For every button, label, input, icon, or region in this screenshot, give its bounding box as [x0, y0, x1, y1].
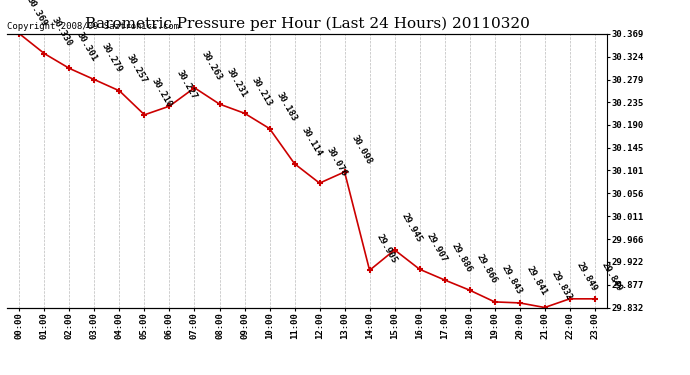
- Text: 29.841: 29.841: [525, 265, 549, 297]
- Text: 30.231: 30.231: [225, 66, 249, 99]
- Text: 29.886: 29.886: [450, 242, 474, 274]
- Text: 30.114: 30.114: [300, 126, 324, 158]
- Text: 30.076: 30.076: [325, 145, 349, 177]
- Text: 30.213: 30.213: [250, 75, 274, 108]
- Text: 29.945: 29.945: [400, 212, 424, 244]
- Title: Barometric Pressure per Hour (Last 24 Hours) 20110320: Barometric Pressure per Hour (Last 24 Ho…: [85, 17, 529, 31]
- Text: 30.330: 30.330: [50, 16, 74, 48]
- Text: 30.279: 30.279: [100, 42, 124, 74]
- Text: 30.369: 30.369: [25, 0, 49, 28]
- Text: 30.257: 30.257: [125, 53, 149, 85]
- Text: 30.183: 30.183: [275, 91, 299, 123]
- Text: 30.210: 30.210: [150, 77, 174, 109]
- Text: Copyright 2008/09 Saztronics.com: Copyright 2008/09 Saztronics.com: [7, 22, 179, 31]
- Text: 29.905: 29.905: [375, 232, 399, 265]
- Text: 30.263: 30.263: [200, 50, 224, 82]
- Text: 29.866: 29.866: [475, 252, 499, 285]
- Text: 29.849: 29.849: [600, 261, 624, 293]
- Text: 30.227: 30.227: [175, 68, 199, 100]
- Text: 29.843: 29.843: [500, 264, 524, 296]
- Text: 30.301: 30.301: [75, 30, 99, 63]
- Text: 29.849: 29.849: [575, 261, 599, 293]
- Text: 29.832: 29.832: [550, 270, 574, 302]
- Text: 30.098: 30.098: [350, 134, 374, 166]
- Text: 29.907: 29.907: [425, 231, 449, 264]
